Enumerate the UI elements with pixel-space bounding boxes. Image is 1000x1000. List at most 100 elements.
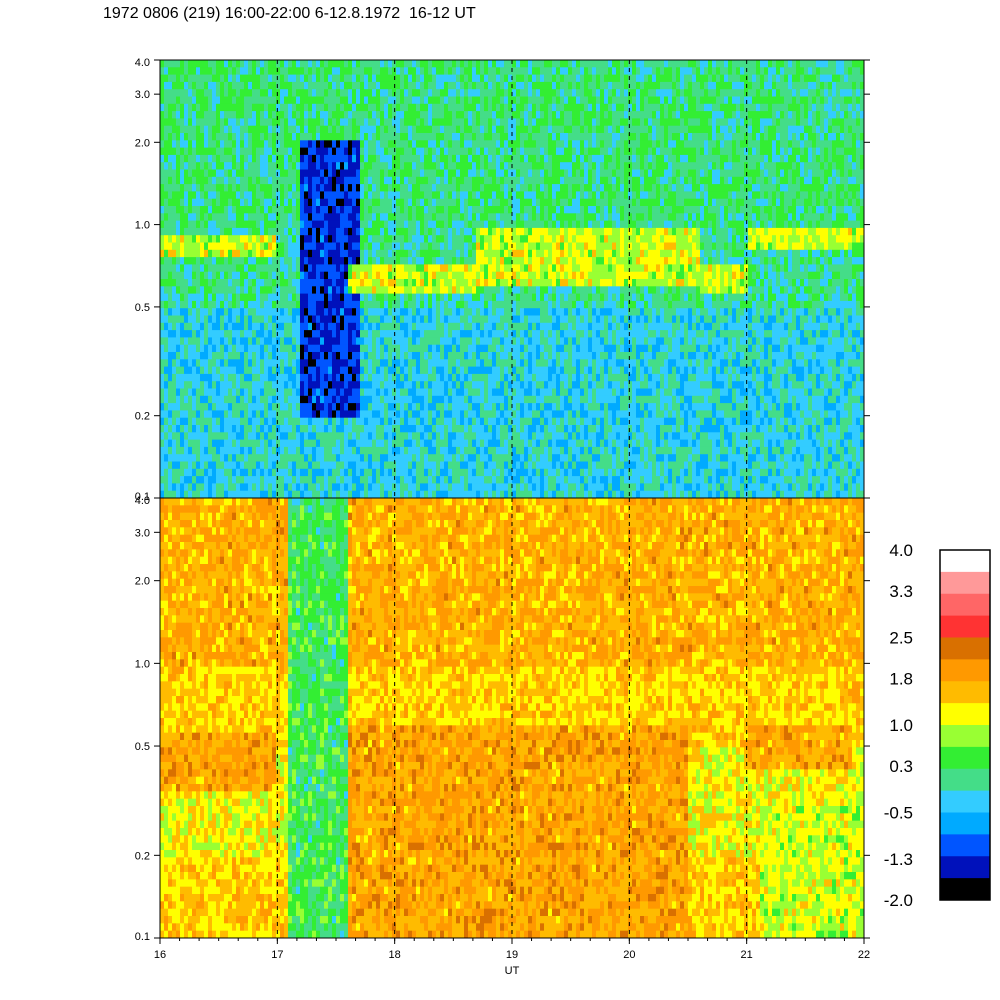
heatmap-cell [384, 286, 389, 295]
heatmap-cell [208, 67, 213, 76]
heatmap-cell [468, 162, 473, 171]
heatmap-cell [160, 395, 165, 404]
heatmap-cell [408, 220, 413, 229]
heatmap-cell [380, 227, 385, 236]
heatmap-cell [244, 162, 249, 171]
heatmap-cell [180, 352, 185, 360]
heatmap-cell [408, 96, 413, 105]
heatmap-cell [296, 184, 301, 192]
heatmap-cell [300, 308, 305, 317]
heatmap-cell [240, 162, 245, 171]
heatmap-cell [328, 235, 333, 244]
heatmap-cell [268, 337, 273, 346]
heatmap-cell [208, 352, 213, 360]
heatmap-cell [232, 257, 237, 265]
heatmap-cell [420, 125, 425, 134]
heatmap-cell [256, 476, 261, 484]
heatmap-cell [432, 395, 437, 404]
heatmap-cell [428, 60, 433, 68]
heatmap-cell [476, 425, 481, 433]
heatmap-cell [284, 432, 289, 441]
heatmap-cell [456, 140, 461, 149]
heatmap-cell [360, 81, 365, 90]
heatmap-cell [316, 74, 321, 83]
heatmap-cell [204, 373, 209, 382]
heatmap-cell [300, 169, 305, 178]
heatmap-cell [248, 96, 253, 105]
heatmap-cell [308, 184, 313, 192]
heatmap-cell [340, 227, 345, 236]
heatmap-cell [256, 67, 261, 76]
heatmap-cell [200, 220, 205, 229]
heatmap-cell [324, 140, 329, 149]
heatmap-cell [408, 403, 413, 411]
heatmap-cell [448, 417, 453, 426]
heatmap-cell [232, 220, 237, 229]
heatmap-cell [324, 227, 329, 236]
heatmap-cell [244, 125, 249, 134]
heatmap-cell [256, 220, 261, 229]
heatmap-cell [416, 454, 421, 463]
heatmap-cell [276, 337, 281, 346]
heatmap-cell [396, 89, 401, 98]
heatmap-cell [332, 446, 337, 455]
heatmap-cell [488, 337, 493, 346]
heatmap-cell [384, 162, 389, 171]
heatmap-cell [284, 322, 289, 331]
heatmap-cell [468, 257, 473, 265]
heatmap-cell [268, 490, 273, 498]
heatmap-cell [468, 359, 473, 368]
heatmap-cell [360, 461, 365, 470]
heatmap-cell [444, 242, 449, 251]
heatmap-cell [272, 111, 277, 119]
heatmap-cell [372, 322, 377, 331]
heatmap-cell [316, 432, 321, 441]
heatmap-cell [324, 249, 329, 258]
heatmap-cell [448, 293, 453, 302]
heatmap-cell [364, 118, 369, 127]
heatmap-cell [368, 395, 373, 404]
heatmap-cell [248, 286, 253, 295]
heatmap-cell [356, 483, 361, 492]
heatmap-cell [288, 359, 293, 368]
heatmap-cell [216, 454, 221, 463]
heatmap-cell [416, 125, 421, 134]
heatmap-cell [244, 271, 249, 280]
heatmap-cell [444, 366, 449, 375]
heatmap-cell [160, 220, 165, 229]
heatmap-cell [356, 89, 361, 98]
heatmap-cell [212, 337, 217, 346]
heatmap-cell [324, 352, 329, 360]
heatmap-cell [304, 432, 309, 441]
heatmap-cell [180, 198, 185, 207]
heatmap-cell [444, 286, 449, 295]
heatmap-cell [212, 330, 217, 338]
heatmap-cell [408, 417, 413, 426]
heatmap-cell [268, 322, 273, 331]
heatmap-cell [380, 490, 385, 498]
heatmap-cell [200, 213, 205, 222]
heatmap-cell [400, 395, 405, 404]
heatmap-cell [296, 373, 301, 382]
heatmap-cell [316, 154, 321, 163]
heatmap-cell [480, 169, 485, 178]
heatmap-cell [280, 140, 285, 149]
heatmap-cell [204, 198, 209, 207]
heatmap-cell [452, 293, 457, 302]
heatmap-cell [456, 271, 461, 280]
heatmap-cell [472, 60, 477, 68]
heatmap-cell [228, 133, 233, 141]
heatmap-cell [472, 169, 477, 178]
heatmap-cell [420, 454, 425, 463]
heatmap-cell [280, 89, 285, 98]
heatmap-cell [372, 439, 377, 448]
heatmap-cell [228, 264, 233, 273]
heatmap-cell [468, 395, 473, 404]
heatmap-cell [404, 103, 409, 112]
heatmap-cell [328, 176, 333, 185]
heatmap-cell [192, 103, 197, 112]
heatmap-cell [304, 373, 309, 382]
heatmap-cell [212, 81, 217, 90]
heatmap-cell [460, 169, 465, 178]
heatmap-cell [320, 439, 325, 448]
